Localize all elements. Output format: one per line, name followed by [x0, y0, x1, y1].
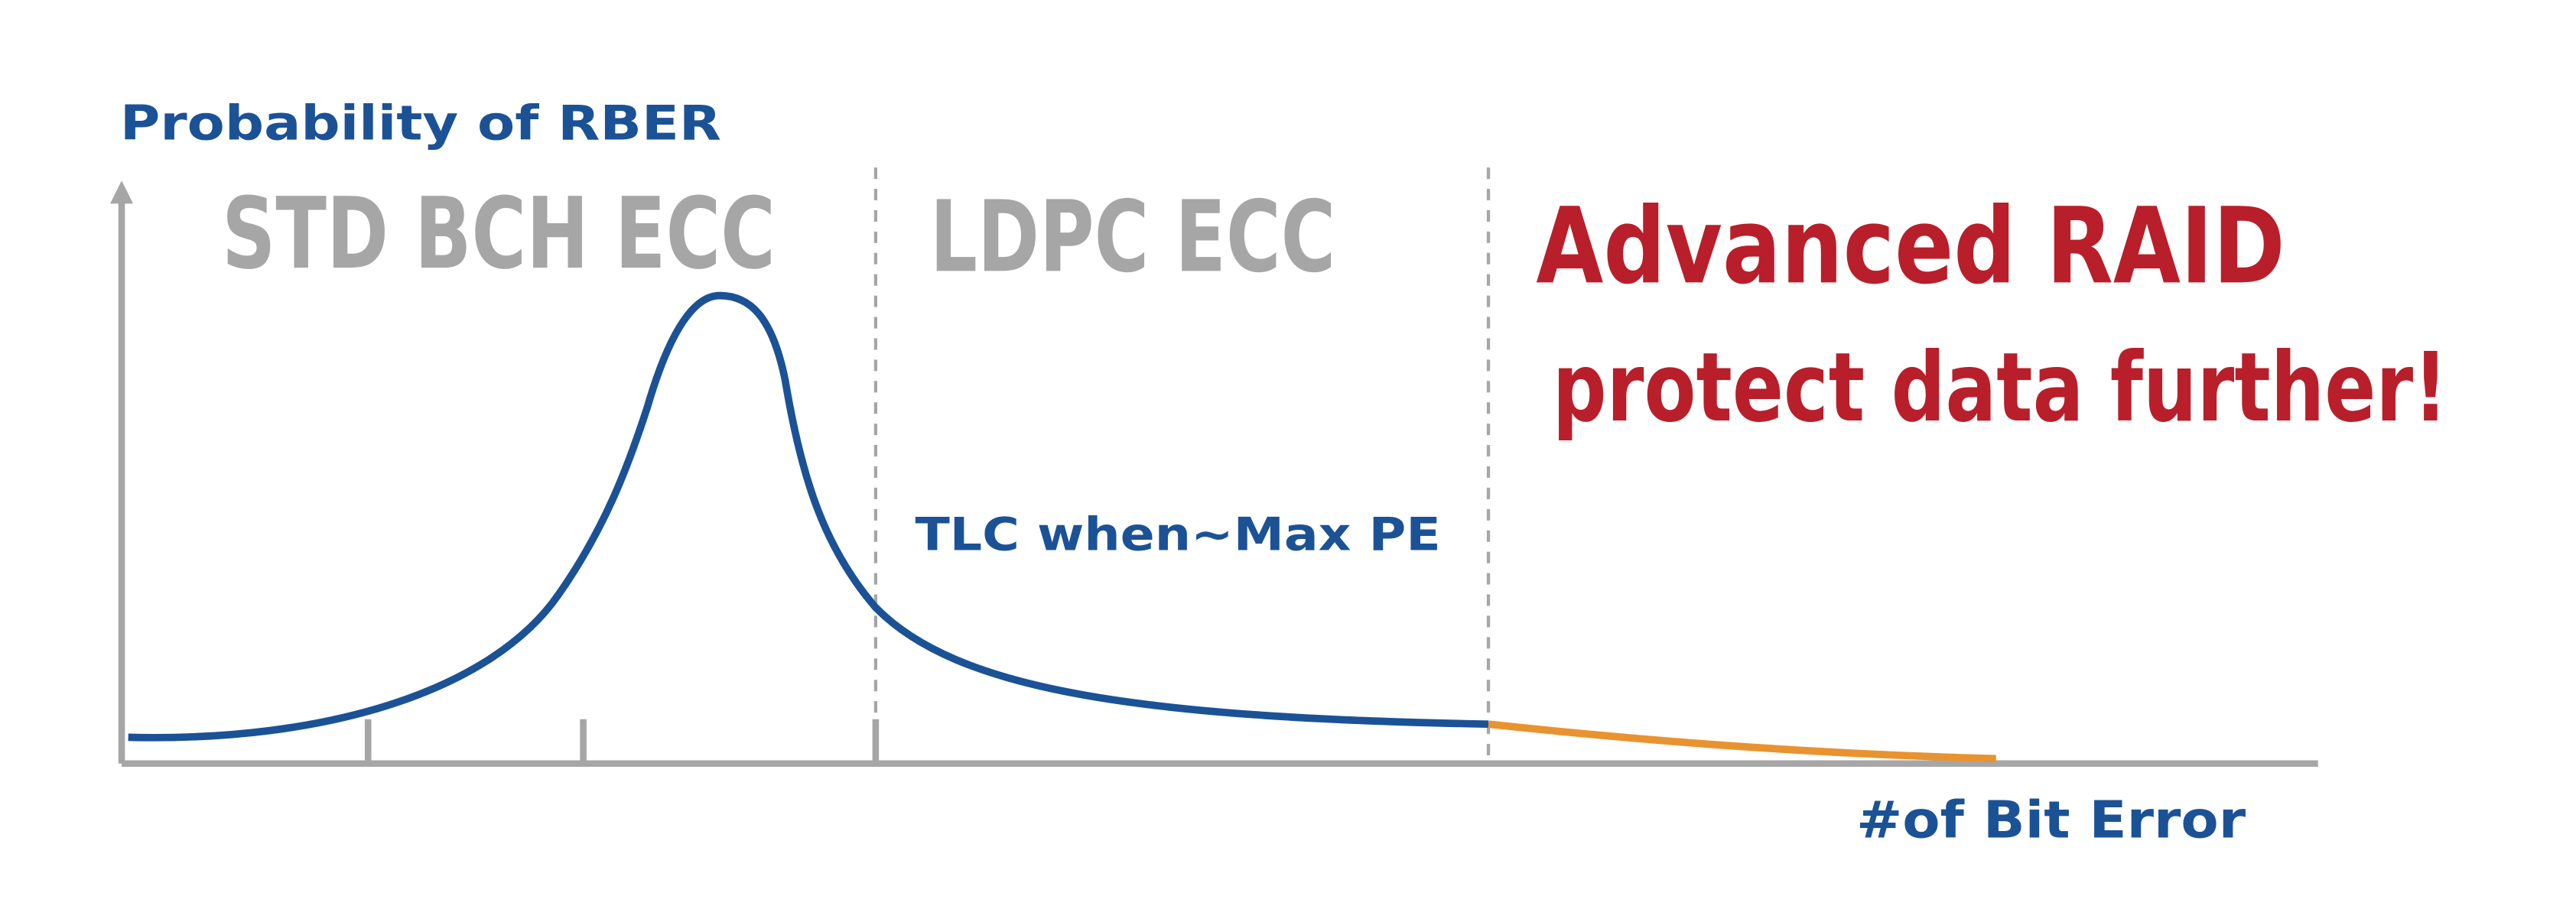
y-axis-arrow [110, 180, 134, 204]
y-axis-label: Probability of RBER [120, 96, 721, 151]
tail-curve [1488, 720, 1996, 763]
distribution-curve [128, 291, 1489, 742]
x-axis-label: #of Bit Error [1856, 790, 2246, 849]
curve-label: TLC when~Max PE [915, 508, 1440, 562]
region-label: STD BCH ECC [222, 177, 776, 291]
region-label: LDPC ECC [930, 180, 1336, 294]
headline: Advanced RAID [1536, 185, 2285, 307]
subline: protect data further! [1553, 333, 2448, 443]
